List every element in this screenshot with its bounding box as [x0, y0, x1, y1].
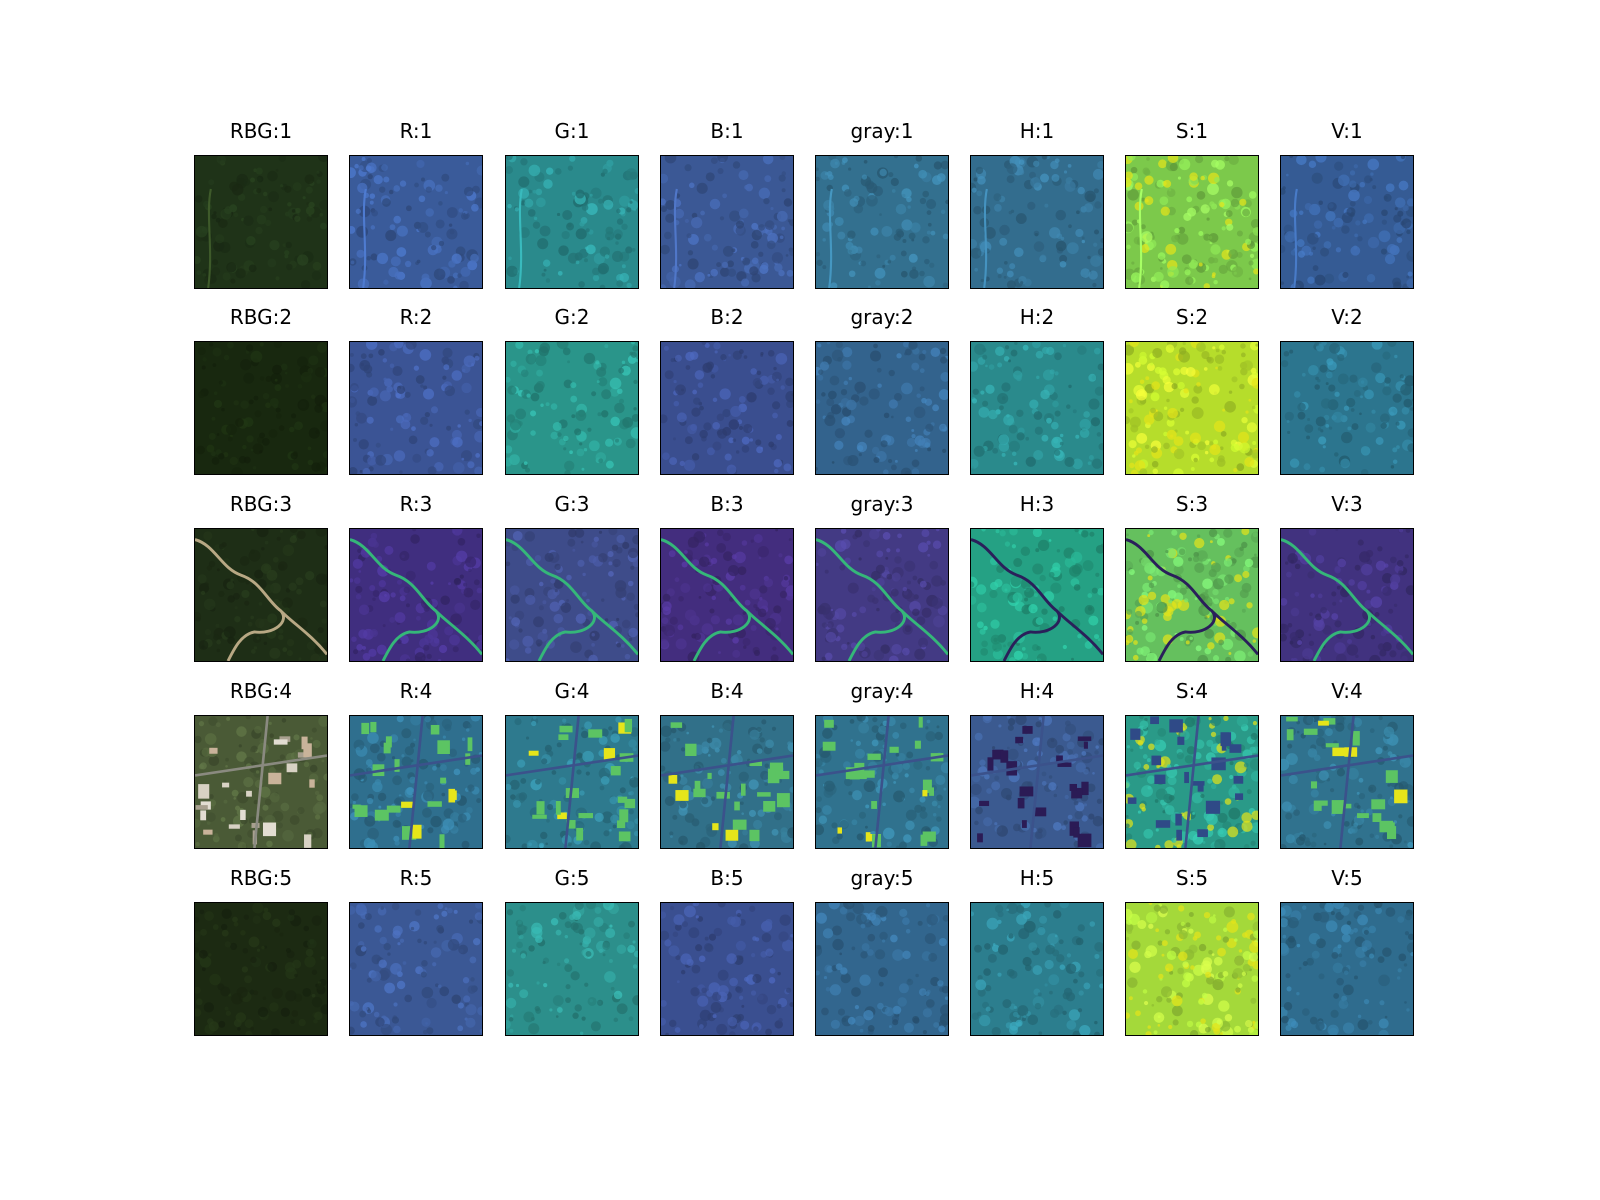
panel-image-v-5: [1280, 902, 1414, 1036]
panel-image-s-5: [1125, 902, 1259, 1036]
panel-title-b-5: B:5: [710, 866, 744, 890]
panel-image-b-3: [660, 528, 794, 662]
panel-image-b-4: [660, 715, 794, 849]
panel-image-h-3: [970, 528, 1104, 662]
panel-image-v-1: [1280, 155, 1414, 289]
panel-title-r-3: R:3: [399, 492, 433, 516]
panel-image-r-3: [349, 528, 483, 662]
panel-image-h-5: [970, 902, 1104, 1036]
panel-image-h-1: [970, 155, 1104, 289]
panel-image-gray-3: [815, 528, 949, 662]
panel-image-b-1: [660, 155, 794, 289]
panel-image-s-4: [1125, 715, 1259, 849]
panel-image-h-4: [970, 715, 1104, 849]
panel-title-gray-1: gray:1: [850, 119, 914, 143]
panel-title-g-3: G:3: [554, 492, 590, 516]
panel-title-b-2: B:2: [710, 305, 744, 329]
panel-title-s-1: S:1: [1175, 119, 1209, 143]
panel-title-v-5: V:5: [1331, 866, 1363, 890]
panel-title-s-5: S:5: [1175, 866, 1209, 890]
panel-title-gray-5: gray:5: [850, 866, 914, 890]
panel-image-rbg-4: [194, 715, 328, 849]
panel-title-v-4: V:4: [1331, 679, 1363, 703]
panel-image-rbg-1: [194, 155, 328, 289]
panel-image-r-5: [349, 902, 483, 1036]
panel-title-g-5: G:5: [554, 866, 590, 890]
panel-title-r-1: R:1: [399, 119, 433, 143]
panel-title-rbg-2: RBG:2: [229, 305, 293, 329]
panel-title-h-3: H:3: [1019, 492, 1055, 516]
panel-title-h-4: H:4: [1019, 679, 1055, 703]
panel-title-h-5: H:5: [1019, 866, 1055, 890]
panel-title-v-1: V:1: [1331, 119, 1363, 143]
panel-title-v-2: V:2: [1331, 305, 1363, 329]
panel-title-g-2: G:2: [554, 305, 590, 329]
panel-image-gray-2: [815, 341, 949, 475]
panel-title-b-3: B:3: [710, 492, 744, 516]
panel-title-s-2: S:2: [1175, 305, 1209, 329]
panel-image-rbg-2: [194, 341, 328, 475]
panel-image-r-4: [349, 715, 483, 849]
panel-image-g-3: [505, 528, 639, 662]
panel-image-rbg-3: [194, 528, 328, 662]
panel-image-gray-4: [815, 715, 949, 849]
panel-title-rbg-3: RBG:3: [229, 492, 293, 516]
panel-title-h-1: H:1: [1019, 119, 1055, 143]
panel-image-gray-1: [815, 155, 949, 289]
panel-title-rbg-4: RBG:4: [229, 679, 293, 703]
panel-title-rbg-5: RBG:5: [229, 866, 293, 890]
panel-image-s-2: [1125, 341, 1259, 475]
panel-title-rbg-1: RBG:1: [229, 119, 293, 143]
panel-title-gray-4: gray:4: [850, 679, 914, 703]
panel-image-h-2: [970, 341, 1104, 475]
panel-image-b-2: [660, 341, 794, 475]
panel-image-rbg-5: [194, 902, 328, 1036]
panel-image-s-3: [1125, 528, 1259, 662]
panel-image-g-5: [505, 902, 639, 1036]
panel-title-gray-3: gray:3: [850, 492, 914, 516]
panel-image-g-4: [505, 715, 639, 849]
panel-title-s-4: S:4: [1175, 679, 1209, 703]
panel-image-s-1: [1125, 155, 1259, 289]
panel-title-g-4: G:4: [554, 679, 590, 703]
panel-image-v-3: [1280, 528, 1414, 662]
panel-image-b-5: [660, 902, 794, 1036]
panel-image-r-2: [349, 341, 483, 475]
panel-image-r-1: [349, 155, 483, 289]
panel-image-v-4: [1280, 715, 1414, 849]
panel-title-b-1: B:1: [710, 119, 744, 143]
panel-image-gray-5: [815, 902, 949, 1036]
panel-title-r-4: R:4: [399, 679, 433, 703]
panel-image-v-2: [1280, 341, 1414, 475]
panel-title-r-5: R:5: [399, 866, 433, 890]
panel-title-s-3: S:3: [1175, 492, 1209, 516]
panel-title-g-1: G:1: [554, 119, 590, 143]
panel-title-h-2: H:2: [1019, 305, 1055, 329]
panel-image-g-2: [505, 341, 639, 475]
panel-title-b-4: B:4: [710, 679, 744, 703]
panel-image-g-1: [505, 155, 639, 289]
panel-title-r-2: R:2: [399, 305, 433, 329]
panel-title-v-3: V:3: [1331, 492, 1363, 516]
panel-title-gray-2: gray:2: [850, 305, 914, 329]
